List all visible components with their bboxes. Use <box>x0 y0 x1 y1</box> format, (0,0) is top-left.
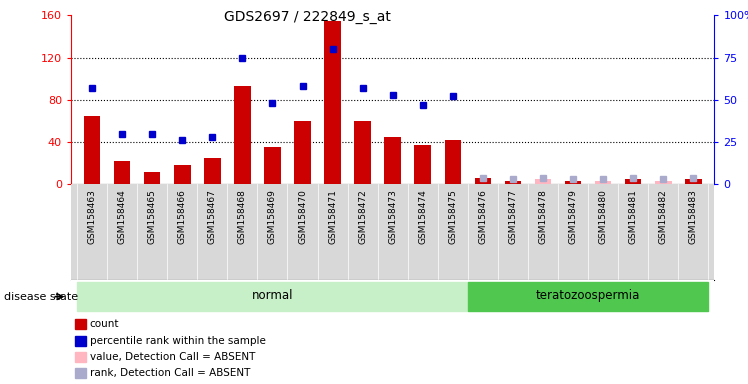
Text: count: count <box>90 319 119 329</box>
Bar <box>444 140 461 184</box>
Bar <box>234 86 251 184</box>
Text: GSM158481: GSM158481 <box>628 189 638 244</box>
Bar <box>204 158 221 184</box>
Text: GSM158478: GSM158478 <box>539 189 548 244</box>
Text: GSM158480: GSM158480 <box>598 189 607 244</box>
Bar <box>144 172 161 184</box>
Bar <box>535 179 551 184</box>
Bar <box>595 181 611 184</box>
Bar <box>264 147 280 184</box>
Text: GSM158479: GSM158479 <box>568 189 577 244</box>
Bar <box>77 282 468 311</box>
Text: GSM158474: GSM158474 <box>418 189 427 244</box>
Text: GDS2697 / 222849_s_at: GDS2697 / 222849_s_at <box>224 10 391 23</box>
Bar <box>414 145 431 184</box>
Text: GSM158477: GSM158477 <box>509 189 518 244</box>
Text: GSM158470: GSM158470 <box>298 189 307 244</box>
Text: value, Detection Call = ABSENT: value, Detection Call = ABSENT <box>90 352 255 362</box>
Text: GSM158482: GSM158482 <box>659 189 668 244</box>
Text: disease state: disease state <box>4 291 78 302</box>
Bar <box>355 121 371 184</box>
Bar <box>625 179 642 184</box>
Text: GSM158463: GSM158463 <box>88 189 96 244</box>
Bar <box>655 181 672 184</box>
Bar <box>384 137 401 184</box>
Bar <box>114 161 130 184</box>
Text: GSM158467: GSM158467 <box>208 189 217 244</box>
Text: GSM158469: GSM158469 <box>268 189 277 244</box>
Bar <box>84 116 100 184</box>
Text: rank, Detection Call = ABSENT: rank, Detection Call = ABSENT <box>90 368 250 378</box>
Bar <box>475 178 491 184</box>
Bar <box>294 121 310 184</box>
Text: GSM158483: GSM158483 <box>689 189 698 244</box>
Text: GSM158475: GSM158475 <box>448 189 457 244</box>
Bar <box>565 181 581 184</box>
Text: GSM158466: GSM158466 <box>178 189 187 244</box>
Bar <box>325 21 341 184</box>
Bar <box>685 179 702 184</box>
Text: normal: normal <box>252 290 293 303</box>
Text: GSM158476: GSM158476 <box>479 189 488 244</box>
Text: GSM158468: GSM158468 <box>238 189 247 244</box>
Text: teratozoospermia: teratozoospermia <box>536 290 640 303</box>
Text: GSM158472: GSM158472 <box>358 189 367 244</box>
Text: GSM158473: GSM158473 <box>388 189 397 244</box>
Text: GSM158464: GSM158464 <box>117 189 126 244</box>
Text: GSM158465: GSM158465 <box>147 189 157 244</box>
Text: GSM158471: GSM158471 <box>328 189 337 244</box>
Bar <box>468 282 708 311</box>
Bar <box>505 181 521 184</box>
Text: percentile rank within the sample: percentile rank within the sample <box>90 336 266 346</box>
Bar <box>174 166 191 184</box>
